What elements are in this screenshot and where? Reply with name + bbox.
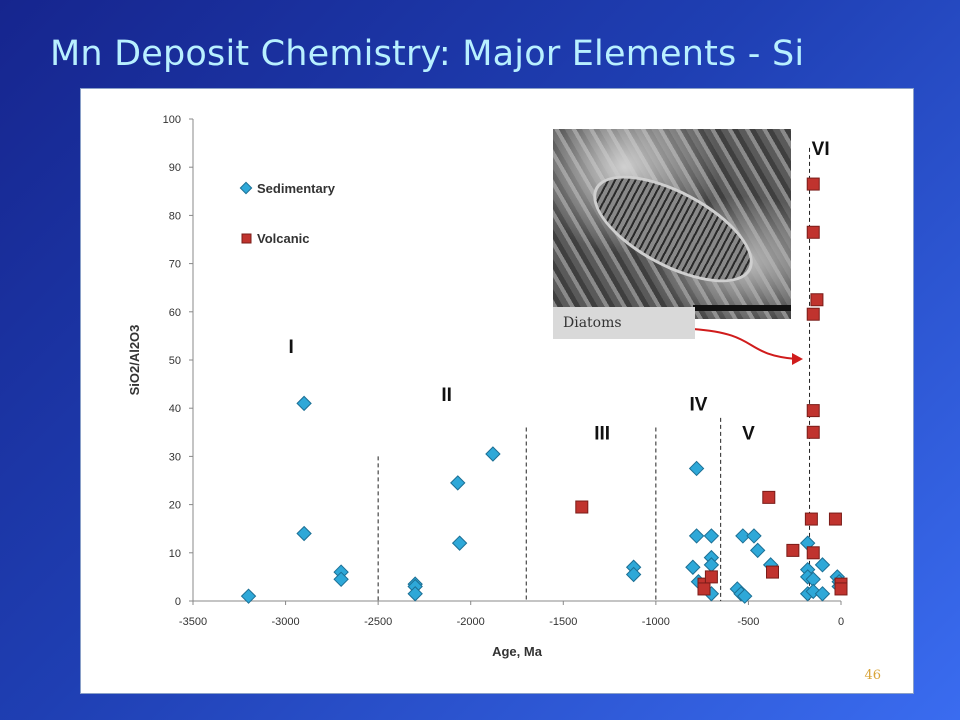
y-tick-label: 80 [169,210,181,222]
y-tick-label: 10 [169,548,181,560]
x-tick-label: -3500 [179,616,207,628]
photo-pointer-arrow [692,328,797,360]
volcanic-point [828,512,842,526]
volcanic-point [786,543,800,557]
period-label: II [441,385,452,406]
x-tick-label: -3000 [272,616,300,628]
legend-marker-volcanic [241,233,252,244]
sedimentary-point [814,586,831,602]
diatom-shape [577,154,769,304]
sedimentary-point [737,588,753,604]
y-tick-label: 100 [163,114,181,126]
y-tick-label: 90 [169,162,181,174]
legend-label-volcanic: Volcanic [257,231,310,246]
x-tick-label: -1500 [549,616,577,628]
y-tick-label: 40 [169,403,181,415]
photo-pointer-arrowhead [792,353,803,365]
sedimentary-point [333,571,349,588]
page-number: 46 [864,668,881,683]
sedimentary-point [688,460,705,477]
scatter-chart: 0 10 20 30 40 50 60 70 80 90 100 -3500 -3000 -2500 -2… [127,114,848,659]
x-tick-label: -1000 [642,616,670,628]
volcanic-point [806,425,820,439]
y-tick-label: 20 [169,500,181,512]
period-divider-group [377,147,811,601]
sedimentary-point [451,535,468,551]
x-tick-label: 0 [838,616,844,628]
legend: Sedimentary Volcanic [239,181,336,246]
y-tick-label: 30 [169,451,181,463]
sedimentary-point [688,528,705,544]
x-tick-group: -3500 -3000 -2500 -2000 -1500 -1000 -500 0 [179,601,844,628]
y-tick-group: 0 10 20 30 40 50 60 70 80 90 100 [163,114,193,608]
volcanic-point [697,582,711,596]
y-tick-label: 0 [175,596,181,608]
diatom-photo [553,129,791,319]
y-tick-label: 70 [169,259,181,271]
y-tick-label: 60 [169,307,181,319]
sedimentary-point [296,395,312,412]
sedimentary-point [735,528,751,544]
data-point-group [240,177,848,604]
sedimentary-point [450,475,466,491]
sedimentary-point [625,566,642,583]
legend-label-sedimentary: Sedimentary [257,181,336,196]
slide-title: Mn Deposit Chemistry: Major Elements - S… [50,34,805,74]
sedimentary-point [407,586,423,602]
sedimentary-point [685,559,701,575]
volcanic-point [810,293,824,307]
x-tick-label: -2500 [364,616,392,628]
y-axis-title: SiO2/Al2O3 [127,325,142,396]
sedimentary-point [485,446,501,462]
volcanic-point [834,582,848,596]
volcanic-point [804,512,818,526]
period-label: V [742,424,755,445]
volcanic-point [765,565,779,579]
x-axis-title: Age, Ma [492,644,543,659]
volcanic-point [806,546,820,560]
sedimentary-point [749,542,766,559]
volcanic-point [704,570,718,584]
x-tick-label: -500 [737,616,759,628]
sedimentary-point [814,557,831,573]
period-label: I [288,337,293,358]
period-label: VI [812,139,830,160]
sedimentary-point [746,528,762,544]
chart-panel: 0 10 20 30 40 50 60 70 80 90 100 -3500 -3000 -2500 -2… [80,88,914,694]
volcanic-point [806,307,820,321]
sedimentary-point [240,588,257,604]
legend-marker-sedimentary [239,181,253,195]
period-label: III [594,424,610,445]
volcanic-point [575,500,589,514]
y-tick-label: 50 [169,355,181,367]
volcanic-point [806,177,820,191]
scale-bar [693,305,791,311]
volcanic-point [806,225,820,239]
sedimentary-point [703,528,720,544]
period-label: IV [689,395,707,416]
photo-caption: Diatoms [553,307,695,339]
volcanic-point [806,404,820,418]
x-tick-label: -2000 [457,616,485,628]
volcanic-point [762,490,776,504]
sedimentary-point [296,525,312,542]
